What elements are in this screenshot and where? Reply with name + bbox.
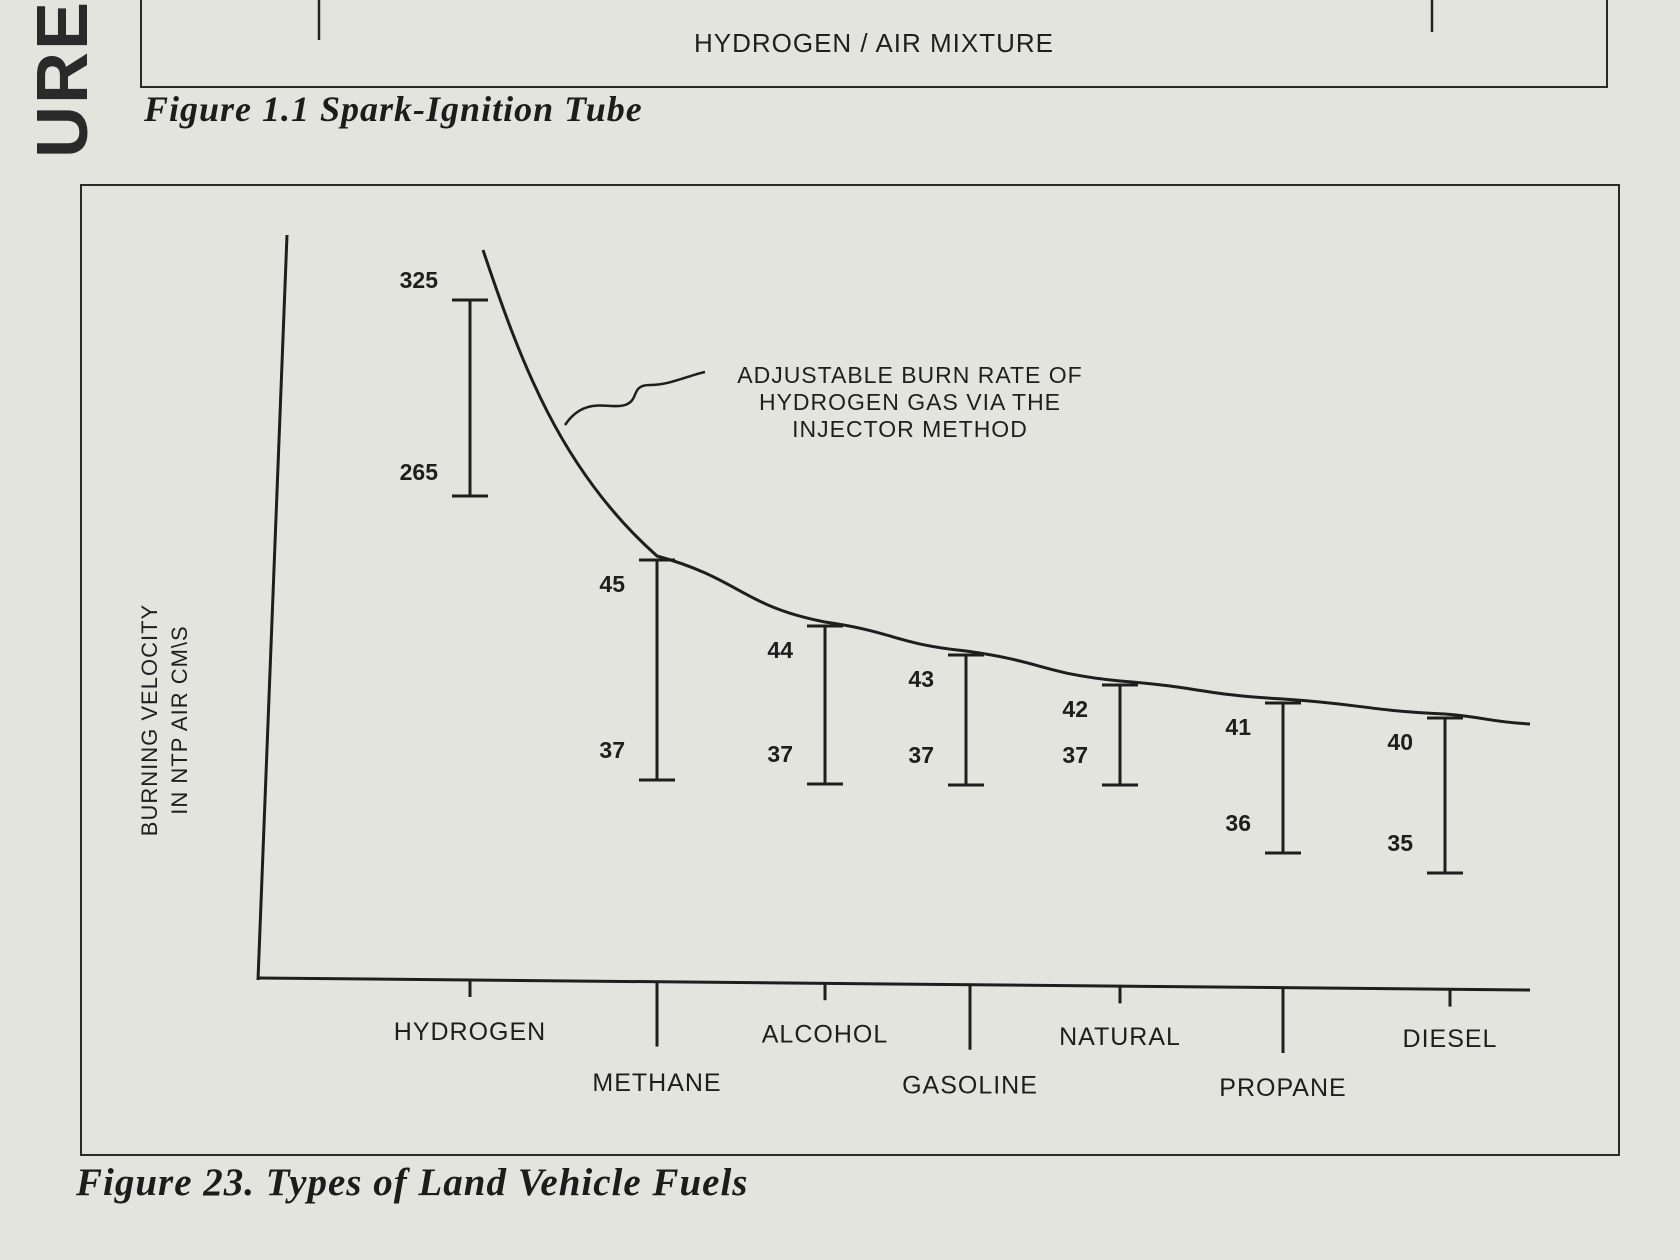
x-tick-label-hydrogen: HYDROGEN <box>394 1018 546 1046</box>
x-tick-label-alcohol: ALCOHOL <box>762 1020 888 1048</box>
range-high-label-natural: 42 <box>1062 696 1088 722</box>
y-axis-label-line2: IN NTP AIR CM\S <box>167 625 192 815</box>
annotation-line1: ADJUSTABLE BURN RATE OF <box>737 362 1083 388</box>
burn-rate-curve <box>481 249 1531 726</box>
x-tick-label-propane: PROPANE <box>1219 1074 1346 1102</box>
x-tick-label-gasoline: GASOLINE <box>902 1072 1038 1100</box>
range-low-label-natural: 37 <box>1062 742 1088 768</box>
y-axis-line <box>256 234 289 981</box>
range-high-label-diesel: 40 <box>1387 729 1413 755</box>
range-low-label-propane: 36 <box>1225 810 1251 836</box>
range-high-label-hydrogen: 325 <box>400 267 439 293</box>
figure-1-1-box: HYDROGEN / AIR MIXTURE <box>140 0 1608 88</box>
figure-1-1-arrow <box>317 0 1434 40</box>
figure-23-caption: Figure 23. Types of Land Vehicle Fuels <box>76 1161 749 1204</box>
range-high-label-propane: 41 <box>1225 714 1251 740</box>
range-low-label-diesel: 35 <box>1387 830 1413 856</box>
figure-23-box <box>80 184 1620 1156</box>
x-tick-label-diesel: DIESEL <box>1403 1025 1498 1053</box>
annotation-leader-line <box>563 370 706 426</box>
x-tick-label-natural: NATURAL <box>1059 1023 1181 1051</box>
range-high-label-alcohol: 44 <box>767 637 793 663</box>
range-low-label-hydrogen: 265 <box>400 459 439 485</box>
curve-annotation: ADJUSTABLE BURN RATE OF HYDROGEN GAS VIA… <box>700 362 1120 443</box>
figure-1-1-label: HYDROGEN / AIR MIXTURE <box>693 28 1055 58</box>
annotation-line3: INJECTOR METHOD <box>792 416 1028 442</box>
range-low-label-gasoline: 37 <box>908 742 934 768</box>
range-low-label-methane: 37 <box>599 737 625 763</box>
x-tick-label-methane: METHANE <box>592 1069 721 1097</box>
range-high-label-gasoline: 43 <box>908 666 934 692</box>
range-low-label-alcohol: 37 <box>767 741 793 767</box>
y-axis-label-line1: BURNING VELOCITY <box>137 603 162 837</box>
x-axis-line <box>257 976 1531 992</box>
annotation-line2: HYDROGEN GAS VIA THE <box>758 389 1062 415</box>
figure-1-1-caption: Figure 1.1 Spark-Ignition Tube <box>144 89 643 129</box>
range-high-label-methane: 45 <box>599 571 625 597</box>
